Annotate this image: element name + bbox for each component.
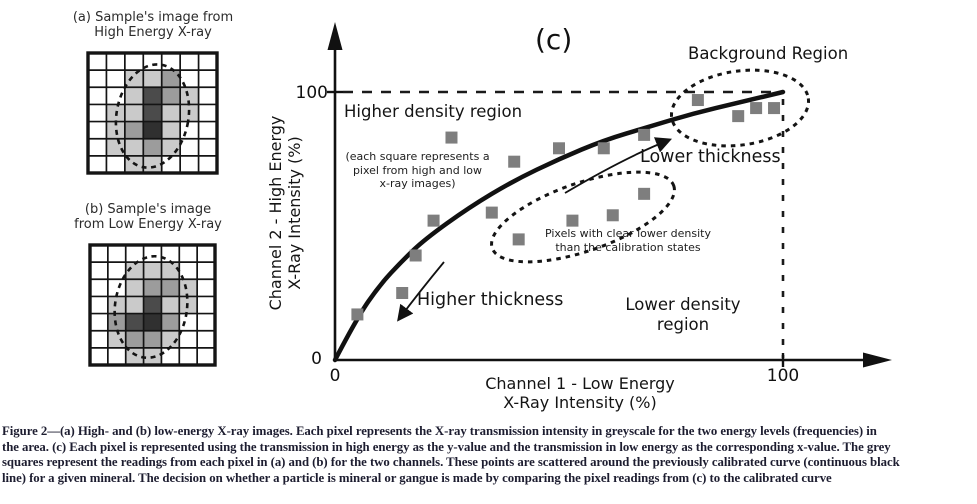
- x-axis-arrowhead-icon: [863, 352, 892, 368]
- x-tick-label-100: 100: [766, 366, 800, 386]
- caption-line: the area. (c) Each pixel is represented …: [2, 439, 891, 454]
- x-axis-label: Channel 1 - Low Energy X-Ray Intensity (…: [485, 374, 675, 412]
- lower-density-region-label: Lower density region: [625, 295, 741, 334]
- lower-thickness-arrow: [564, 137, 673, 194]
- panel-a-title: (a) Sample's image from High Energy X-ra…: [72, 10, 234, 40]
- grid-a-lines: [88, 53, 217, 173]
- calibration-curve: [332, 89, 786, 363]
- square-note: (each square represents a pixel from hig…: [345, 150, 490, 190]
- figure-caption: Figure 2—(a) High- and (b) low-energy X-…: [2, 424, 977, 486]
- x-tick-label-0: 0: [329, 366, 341, 386]
- panel-b-title: (b) Sample's image from Low Energy X-ray: [74, 202, 222, 232]
- y-axis-label: Channel 2 - High Energy X-Ray Intensity …: [266, 115, 304, 311]
- background-region-ellipse: [669, 68, 811, 148]
- background-region-label: Background Region: [688, 44, 849, 63]
- pixels-note: Pixels with clear lower density than the…: [544, 227, 712, 254]
- grid-a-cells: [106, 70, 199, 173]
- grid-a-particle-ellipse: [114, 63, 191, 169]
- y-tick-label-0: 0: [311, 349, 322, 369]
- caption-line: Figure 2—(a) High- and (b) low-energy X-…: [2, 424, 877, 438]
- scatter-points: [351, 94, 781, 321]
- figure-canvas: [86, 22, 892, 368]
- caption-line: line) for a given mineral. The decision …: [2, 470, 832, 485]
- grid-b-outline: [88, 243, 217, 367]
- panel-c-label: (c): [535, 23, 573, 56]
- grid-b-particle-ellipse: [113, 254, 189, 360]
- caption-line: squares represent the readings from each…: [2, 455, 900, 469]
- lower-thickness-label: Lower thickness: [640, 147, 781, 167]
- higher-thickness-label: Higher thickness: [417, 290, 564, 310]
- grid-a-outline: [86, 51, 219, 175]
- y-tick-label-100: 100: [295, 83, 328, 103]
- higher-density-region-label: Higher density region: [344, 102, 523, 121]
- grid-b-cells: [107, 262, 198, 365]
- y-axis-arrowhead-icon: [327, 22, 343, 50]
- higher-thickness-arrow: [397, 261, 445, 322]
- grid-b-lines: [90, 245, 215, 365]
- lower-density-region-ellipse: [490, 170, 676, 264]
